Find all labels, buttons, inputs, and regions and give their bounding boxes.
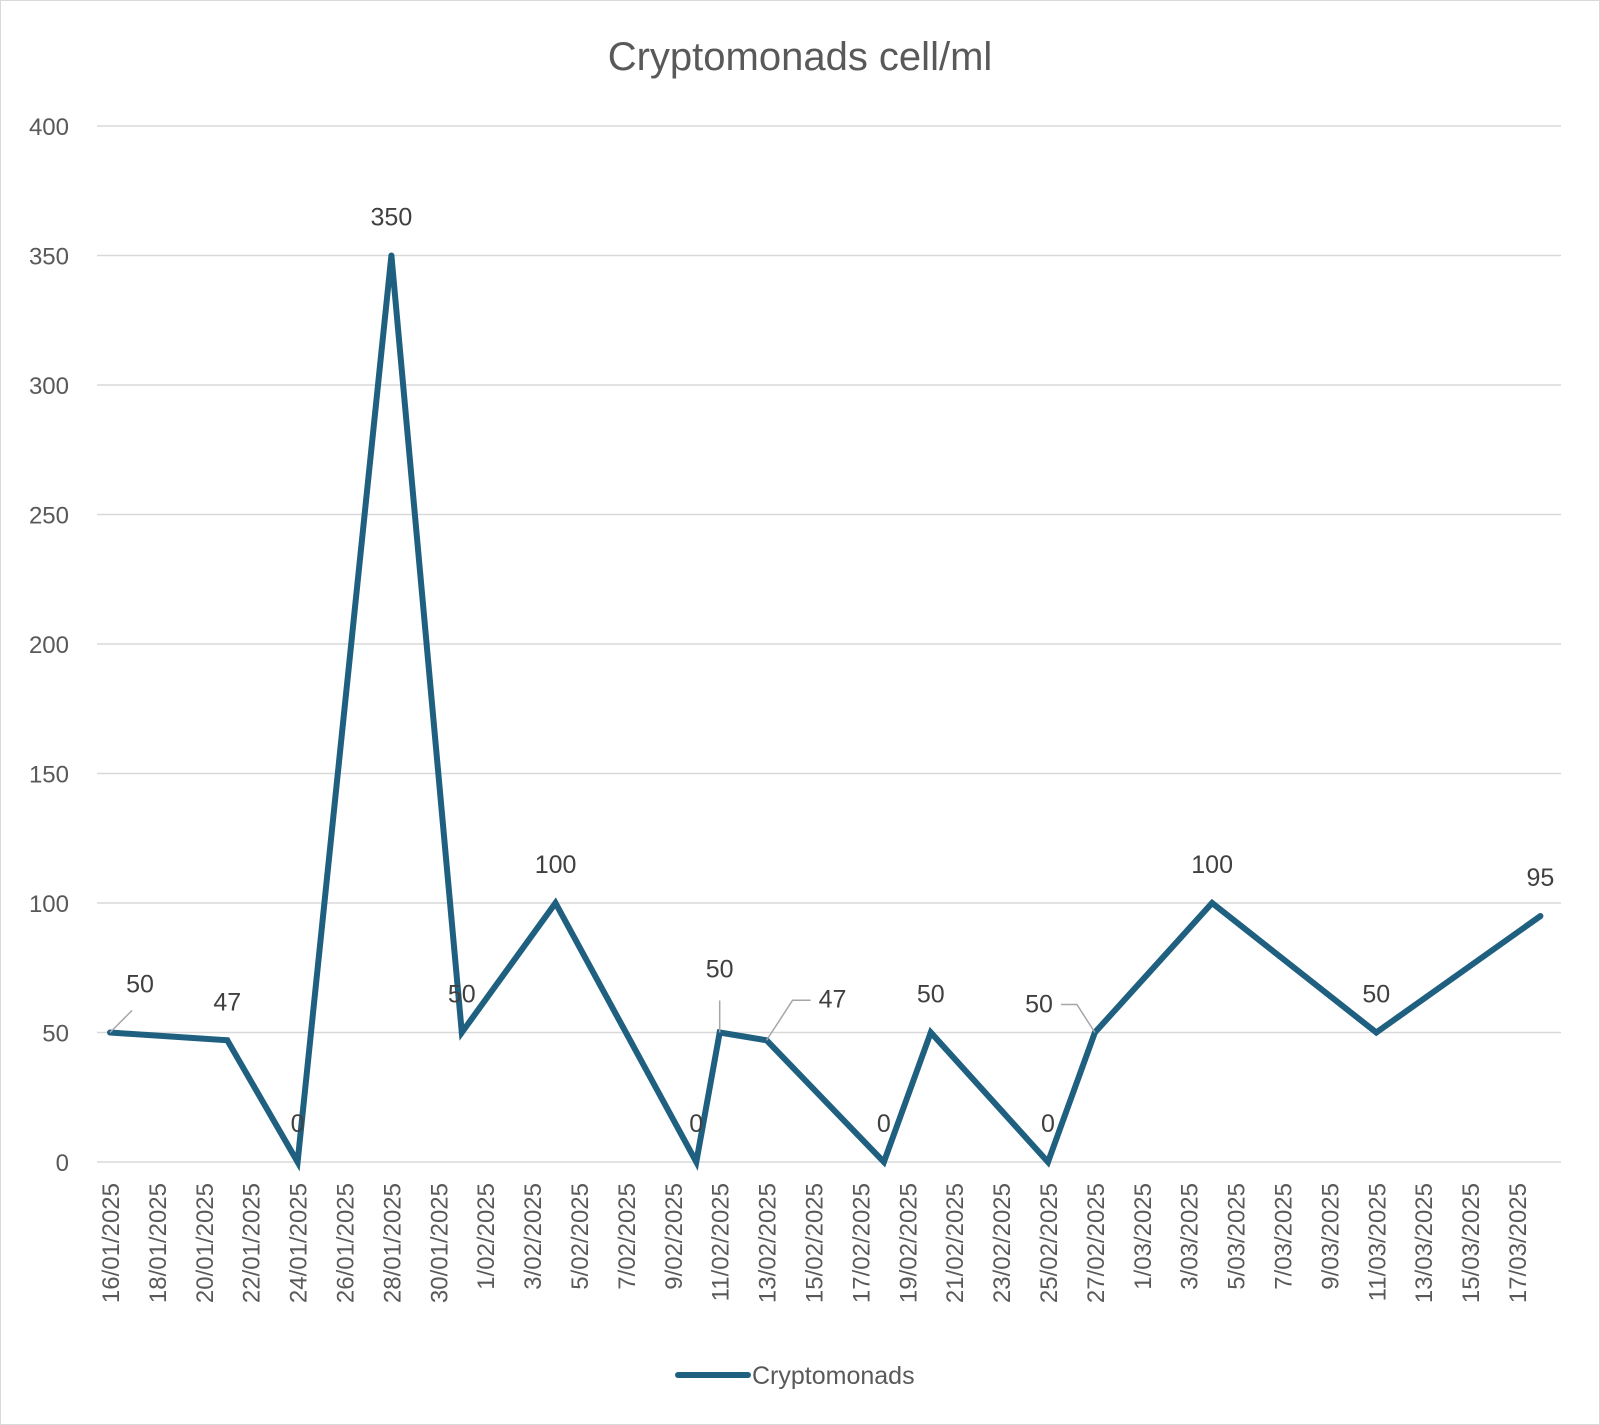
data-point <box>388 252 395 259</box>
data-label: 50 <box>448 981 476 1009</box>
x-tick-label: 13/03/2025 <box>1411 1183 1438 1303</box>
x-tick-label: 23/02/2025 <box>989 1183 1016 1303</box>
y-tick-label: 0 <box>56 1150 69 1177</box>
legend-label-cryptomonads: Cryptomonads <box>752 1362 915 1390</box>
data-label: 50 <box>126 971 154 999</box>
x-tick-label: 11/03/2025 <box>1364 1183 1391 1301</box>
y-axis-ticks: 0 50 100 150 200 250 300 350 400 <box>29 114 69 1177</box>
data-label: 350 <box>371 204 413 232</box>
x-tick-label: 5/02/2025 <box>567 1183 594 1290</box>
data-point <box>1373 1029 1380 1036</box>
x-tick-label: 20/01/2025 <box>192 1183 219 1303</box>
data-label: 47 <box>213 988 241 1016</box>
data-point <box>552 900 559 906</box>
data-label: 0 <box>689 1110 703 1138</box>
x-tick-label: 24/01/2025 <box>286 1183 313 1303</box>
y-tick-label: 50 <box>42 1021 69 1048</box>
x-tick-label: 13/02/2025 <box>755 1183 782 1303</box>
y-tick-label: 300 <box>29 373 69 400</box>
x-tick-label: 27/02/2025 <box>1083 1183 1110 1303</box>
x-tick-label: 9/03/2025 <box>1317 1183 1344 1290</box>
data-point <box>224 1037 231 1044</box>
data-point <box>1209 900 1216 906</box>
data-point <box>1537 912 1544 919</box>
label-leader-line <box>1060 1003 1096 1033</box>
x-tick-label: 7/02/2025 <box>614 1183 641 1290</box>
data-label: 50 <box>706 956 734 984</box>
x-tick-label: 16/01/2025 <box>98 1183 125 1303</box>
x-tick-label: 17/02/2025 <box>848 1183 875 1303</box>
data-label: 95 <box>1527 864 1555 892</box>
x-tick-label: 15/02/2025 <box>802 1183 829 1303</box>
data-label: 0 <box>877 1110 891 1138</box>
data-point <box>458 1029 465 1036</box>
x-tick-label: 17/03/2025 <box>1505 1183 1532 1303</box>
data-point <box>693 1159 700 1165</box>
x-tick-label: 9/02/2025 <box>661 1183 688 1290</box>
x-tick-label: 1/03/2025 <box>1130 1183 1157 1290</box>
x-tick-label: 30/01/2025 <box>426 1183 453 1303</box>
series-lines <box>107 252 1544 1172</box>
x-tick-label: 1/02/2025 <box>473 1183 500 1290</box>
x-tick-label: 7/03/2025 <box>1271 1183 1298 1290</box>
data-point <box>927 1029 934 1036</box>
data-label: 47 <box>819 985 847 1013</box>
label-leader-line <box>109 1009 133 1034</box>
x-axis-ticks: 16/01/2025 18/01/2025 20/01/2025 22/01/2025… <box>98 1183 1532 1303</box>
x-tick-label: 3/03/2025 <box>1177 1183 1204 1290</box>
y-tick-label: 250 <box>29 503 69 530</box>
data-point <box>1045 1159 1051 1165</box>
y-tick-label: 150 <box>29 762 69 789</box>
x-tick-label: 18/01/2025 <box>145 1183 172 1303</box>
x-tick-label: 5/03/2025 <box>1224 1183 1251 1290</box>
x-tick-label: 15/03/2025 <box>1458 1183 1485 1303</box>
data-label: 50 <box>1025 991 1053 1019</box>
x-tick-label: 22/01/2025 <box>239 1183 266 1303</box>
x-tick-label: 25/02/2025 <box>1036 1183 1063 1303</box>
data-label: 50 <box>917 981 945 1009</box>
label-leader-line <box>765 999 811 1041</box>
x-tick-label: 19/02/2025 <box>895 1183 922 1303</box>
label-leader-lines <box>109 999 1096 1041</box>
data-point <box>880 1159 887 1165</box>
x-tick-label: 3/02/2025 <box>520 1183 547 1290</box>
gridlines <box>97 125 1561 1163</box>
series-line-cryptomonads <box>109 255 1543 1172</box>
x-tick-label: 28/01/2025 <box>379 1183 406 1303</box>
data-label: 100 <box>535 851 577 879</box>
x-tick-label: 26/01/2025 <box>333 1183 360 1303</box>
data-labels: 50 47 0 350 50 100 0 50 47 0 50 0 50 100 50 95 <box>126 204 1554 1139</box>
data-label: 0 <box>291 1110 305 1138</box>
y-tick-label: 350 <box>29 244 69 271</box>
data-point <box>294 1159 301 1165</box>
x-tick-label: 21/02/2025 <box>942 1183 969 1303</box>
data-label: 50 <box>1362 981 1390 1009</box>
data-label: 100 <box>1191 851 1233 879</box>
y-tick-label: 200 <box>29 632 69 659</box>
data-label: 0 <box>1041 1110 1055 1138</box>
x-tick-label: 11/02/2025 <box>708 1183 735 1301</box>
legend: Cryptomonads <box>675 1362 915 1390</box>
y-tick-label: 100 <box>29 891 69 918</box>
chart-title: Cryptomonads cell/ml <box>608 35 993 79</box>
y-tick-label: 400 <box>29 114 69 141</box>
